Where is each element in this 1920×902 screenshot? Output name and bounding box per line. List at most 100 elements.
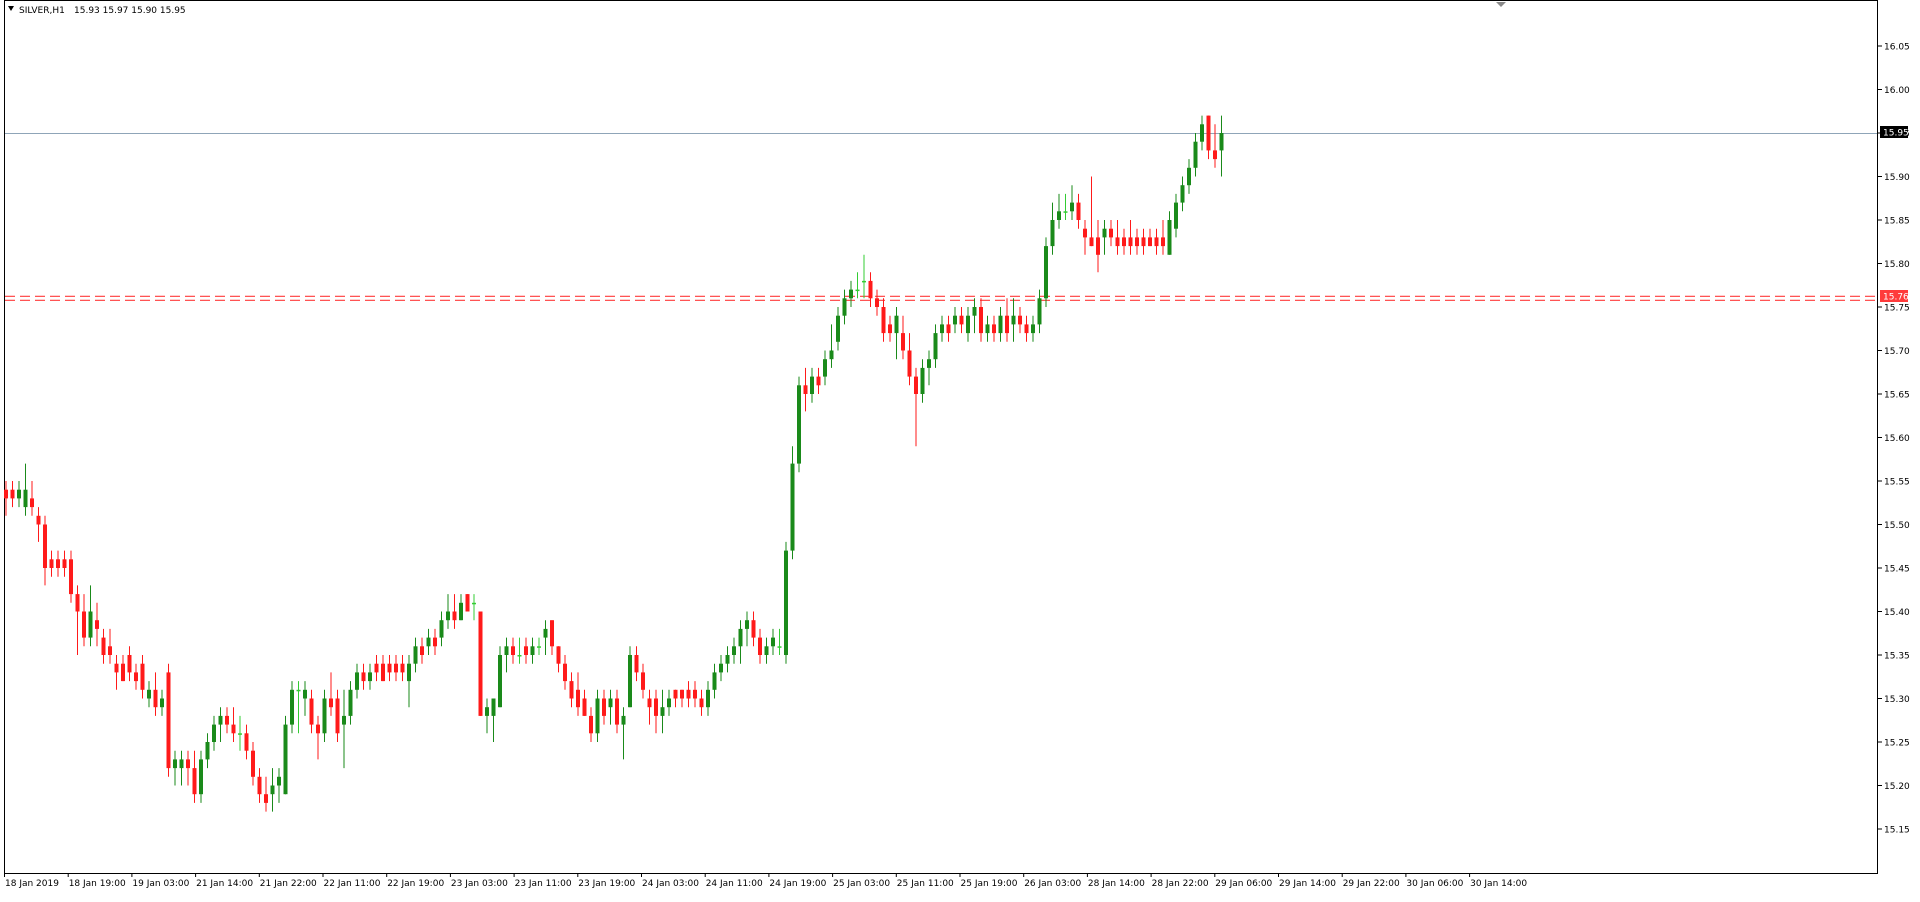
candle-body <box>771 637 775 647</box>
candle-body <box>1063 211 1068 213</box>
candle <box>329 672 333 716</box>
candle-body <box>914 376 918 394</box>
candle <box>582 689 587 716</box>
candle-body <box>706 689 710 708</box>
time-tick-label: 24 Jan 11:00 <box>706 879 763 889</box>
candle <box>589 707 593 742</box>
candle <box>1011 298 1016 342</box>
candle <box>504 637 509 673</box>
candle <box>251 742 255 786</box>
candle <box>134 663 138 690</box>
candle <box>842 289 847 325</box>
candle-body <box>329 698 333 708</box>
candle-body <box>699 698 704 708</box>
candle-body <box>1206 115 1211 151</box>
price-tick-label: 15.40 <box>1884 608 1910 618</box>
candle-body <box>36 515 41 525</box>
candle <box>1135 228 1139 255</box>
candle <box>875 289 879 316</box>
candle-body <box>550 620 554 647</box>
candle-body <box>732 646 736 655</box>
candle <box>387 655 392 682</box>
candle <box>472 594 476 621</box>
price-tick-label: 15.90 <box>1884 173 1910 183</box>
time-tick-label: 22 Jan 19:00 <box>387 879 444 889</box>
candle-body <box>940 324 944 334</box>
time-tick-label: 30 Jan 06:00 <box>1406 879 1463 889</box>
candle-body <box>498 655 502 708</box>
ohlc-readout: 15.93 15.97 15.90 15.95 <box>74 6 186 16</box>
dropdown-triangle-icon[interactable] <box>8 6 14 11</box>
candle-body <box>673 689 678 699</box>
candle-body <box>459 602 463 621</box>
candle <box>1070 185 1074 220</box>
candle <box>459 594 463 621</box>
candle <box>205 733 210 769</box>
candle <box>966 307 970 342</box>
candle-body <box>1187 167 1191 186</box>
candle <box>498 646 502 708</box>
candle <box>121 655 125 682</box>
candle <box>1102 220 1107 255</box>
candle <box>654 689 658 734</box>
candle <box>686 681 691 708</box>
candle <box>290 681 294 734</box>
time-tick-label: 25 Jan 19:00 <box>961 879 1018 889</box>
candle-body <box>823 359 827 377</box>
candle-body <box>264 794 268 803</box>
candle-body <box>238 733 242 735</box>
candle-body <box>966 315 970 334</box>
candle <box>699 689 704 716</box>
candle <box>199 750 203 803</box>
candle <box>446 594 450 629</box>
candle-body <box>738 628 743 647</box>
candle-body <box>1050 220 1055 247</box>
price-tick-label: 15.45 <box>1884 565 1910 575</box>
candle <box>114 655 119 690</box>
candle-body <box>1122 237 1126 247</box>
candle-body <box>719 663 723 673</box>
candle <box>36 507 41 542</box>
candle <box>550 620 554 655</box>
time-tick-label: 25 Jan 11:00 <box>897 879 954 889</box>
candle-body <box>277 776 281 786</box>
candle-body <box>303 689 307 699</box>
candle-body <box>1148 237 1152 247</box>
price-tick-label: 15.35 <box>1884 652 1910 662</box>
candle <box>511 637 515 664</box>
candle-body <box>381 663 385 682</box>
candle <box>972 298 977 334</box>
candle <box>537 637 541 655</box>
candle-body <box>1005 315 1009 334</box>
candle-body <box>543 628 548 638</box>
candle <box>69 550 73 603</box>
candle <box>667 689 671 716</box>
candle <box>1057 193 1061 229</box>
candle-body <box>1037 298 1042 325</box>
candle <box>140 655 145 699</box>
time-tick-label: 21 Jan 14:00 <box>196 879 253 889</box>
candle-body <box>225 715 229 725</box>
symbol-label: SILVER,H1 <box>19 6 65 16</box>
time-tick-label: 28 Jan 22:00 <box>1152 879 1209 889</box>
candle <box>491 698 496 742</box>
candle-body <box>348 689 353 716</box>
candle-body <box>43 524 47 568</box>
candle <box>82 594 86 647</box>
time-tick-label: 30 Jan 14:00 <box>1470 879 1527 889</box>
candle <box>1180 176 1185 212</box>
candle <box>634 646 639 682</box>
candle <box>452 594 457 629</box>
candle <box>244 724 249 760</box>
candle-body <box>439 620 444 638</box>
candle <box>836 307 840 351</box>
candle-body <box>1115 237 1120 247</box>
candle <box>1089 176 1094 247</box>
chart-shift-marker-icon[interactable] <box>1496 2 1506 7</box>
time-tick-label: 29 Jan 22:00 <box>1343 879 1400 889</box>
candle <box>56 550 60 577</box>
candle <box>218 707 223 742</box>
time-tick-label: 23 Jan 03:00 <box>451 879 508 889</box>
candle <box>270 768 275 812</box>
candle <box>1174 193 1178 238</box>
